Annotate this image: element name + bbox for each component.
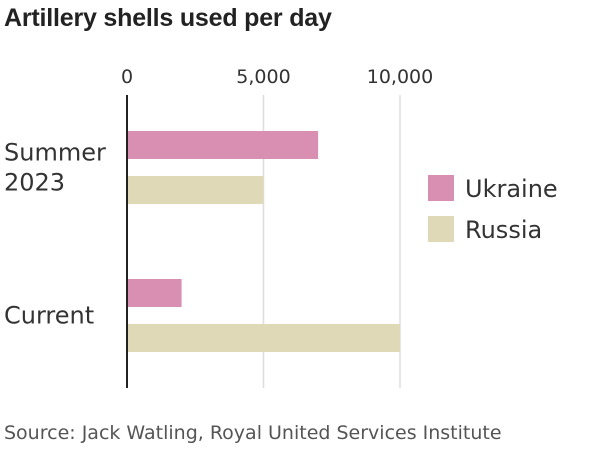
- x-tick-label: 5,000: [236, 66, 290, 88]
- legend-swatch-ukraine: [428, 175, 454, 201]
- category-label: Current: [4, 302, 94, 330]
- legend-label-russia: Russia: [465, 216, 542, 244]
- chart-title: Artillery shells used per day: [4, 4, 332, 32]
- category-label: 2023: [4, 169, 65, 197]
- x-tick-label: 10,000: [367, 66, 433, 88]
- legend-label-ukraine: Ukraine: [465, 175, 558, 203]
- bar-ukraine: [127, 131, 319, 159]
- x-tick-label: 0: [121, 66, 133, 88]
- bar-russia: [127, 176, 264, 204]
- legend-swatch-russia: [428, 216, 454, 242]
- category-label: Summer: [4, 139, 106, 167]
- source-note: Source: Jack Watling, Royal United Servi…: [4, 422, 502, 444]
- bar-russia: [127, 324, 400, 352]
- bar-ukraine: [127, 279, 182, 307]
